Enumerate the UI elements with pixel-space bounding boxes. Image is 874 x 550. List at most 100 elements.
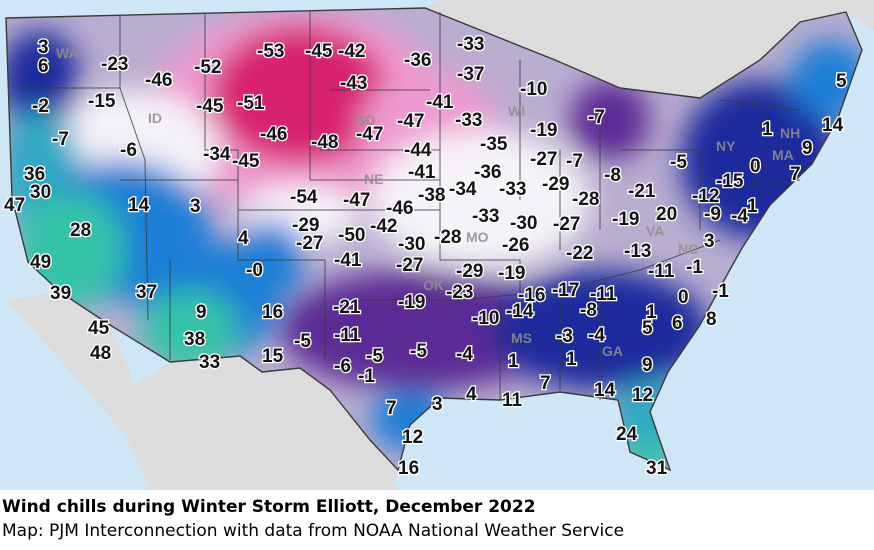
wind-chill-value: -42 — [338, 41, 365, 62]
wind-chill-value: 37 — [136, 282, 157, 303]
wind-chill-value: 6 — [672, 313, 683, 334]
wind-chill-value: -26 — [502, 235, 529, 256]
wind-chill-map: WA ID SD NE WI MO OK MS NY NH MA VA NC G… — [0, 0, 874, 490]
wind-chill-value: -29 — [292, 215, 319, 236]
state-label: VA — [646, 223, 664, 239]
wind-chill-value: -33 — [455, 110, 482, 131]
wind-chill-value: -1 — [358, 366, 375, 387]
wind-chill-value: 11 — [502, 390, 523, 411]
wind-chill-value: -5 — [366, 346, 383, 367]
wind-chill-value: 7 — [540, 373, 551, 394]
wind-chill-value: -5 — [294, 331, 311, 352]
state-label: OK — [423, 277, 444, 293]
wind-chill-value: -4 — [731, 206, 748, 227]
map-canvas: WA ID SD NE WI MO OK MS NY NH MA VA NC G… — [0, 0, 874, 490]
wind-chill-value: -45 — [232, 151, 260, 172]
wind-chill-value: 7 — [790, 164, 801, 185]
wind-chill-value: -38 — [418, 185, 445, 206]
wind-chill-value: -27 — [530, 149, 557, 170]
state-label: NE — [364, 171, 383, 187]
wind-chill-value: 9 — [196, 302, 207, 323]
wind-chill-value: -23 — [101, 54, 128, 75]
wind-chill-value: -3 — [556, 326, 573, 347]
wind-chill-value: -27 — [396, 255, 423, 276]
state-label: MS — [511, 330, 532, 346]
state-abbreviations: WA ID SD NE WI MO OK MS NY NH MA VA NC G… — [56, 45, 800, 359]
wind-chill-value: -28 — [434, 227, 461, 248]
wind-chill-value: -34 — [449, 179, 477, 200]
wind-chill-value: -33 — [472, 206, 499, 227]
wind-chill-value: -41 — [426, 92, 454, 113]
wind-chill-value: -11 — [334, 325, 361, 346]
wind-chill-value: 9 — [642, 355, 653, 376]
wind-chill-value: 31 — [646, 458, 668, 479]
wind-chill-value: 0 — [678, 287, 689, 308]
wind-chill-value: -19 — [612, 209, 639, 230]
wind-chill-value: 15 — [262, 346, 284, 367]
caption-source: Map: PJM Interconnection with data from … — [2, 521, 625, 541]
wind-chill-value: -6 — [334, 356, 351, 377]
wind-chill-value: -9 — [704, 204, 721, 225]
wind-chill-value: 1 — [646, 302, 657, 323]
wind-chill-value: -45 — [305, 41, 333, 62]
wind-chill-value: -50 — [338, 225, 365, 246]
wind-chill-value: -44 — [404, 140, 432, 161]
wind-chill-value: 20 — [656, 204, 677, 225]
wind-chill-value: 38 — [184, 329, 205, 350]
wind-chill-value: 28 — [70, 220, 91, 241]
wind-chill-value: -1 — [686, 257, 703, 278]
wind-chill-value: -15 — [716, 171, 744, 192]
us-border — [5, 7, 863, 472]
wind-chill-value: -43 — [340, 73, 367, 94]
wind-chill-value: -33 — [457, 34, 484, 55]
wind-chill-value: -42 — [370, 216, 397, 237]
wind-chill-value: -47 — [343, 190, 370, 211]
wind-chill-value: 24 — [616, 424, 638, 445]
state-label: ID — [148, 110, 162, 126]
wind-chill-value: -10 — [520, 79, 547, 100]
wind-chill-value: -1 — [712, 281, 729, 302]
wind-chill-values: 3 6 -2 -7 -23 -15 -46 -52 -53 -45 -42 -3… — [3, 33, 849, 481]
wind-chill-value: -4 — [588, 325, 605, 346]
wind-chill-value: 9 — [802, 138, 813, 159]
wind-chill-value: 12 — [402, 427, 423, 448]
state-label: MO — [466, 229, 489, 245]
wind-chill-value: 5 — [836, 71, 847, 92]
wind-chill-value: -28 — [572, 189, 599, 210]
wind-chill-value: -48 — [311, 132, 338, 153]
wind-chill-value: 5 — [642, 318, 653, 339]
wind-chill-value: 4 — [466, 384, 477, 405]
wind-chill-value: -34 — [203, 144, 231, 165]
wind-chill-value: -54 — [290, 187, 318, 208]
wind-chill-value: -8 — [604, 165, 621, 186]
canada-land — [425, 0, 874, 98]
wind-chill-value: -29 — [456, 261, 483, 282]
wind-chill-value: -46 — [386, 198, 413, 219]
wind-chill-value: -11 — [648, 261, 675, 282]
wind-chill-value: -53 — [257, 41, 284, 62]
wind-chill-value: -41 — [408, 162, 436, 183]
wind-chill-value: -47 — [397, 111, 424, 132]
wind-chill-value: -7 — [52, 129, 69, 150]
wind-chill-value: 16 — [398, 458, 419, 479]
caption-title: Wind chills during Winter Storm Elliott,… — [2, 497, 536, 517]
wind-chill-value: -23 — [446, 282, 473, 303]
wind-chill-value: 3 — [38, 37, 49, 58]
wind-chill-value: 3 — [704, 231, 715, 252]
caption-area — [0, 490, 874, 550]
wind-chill-value: 47 — [4, 195, 25, 216]
state-boundaries — [20, 12, 801, 400]
wind-chill-value: 8 — [706, 309, 717, 330]
wind-chill-value: 39 — [50, 283, 71, 304]
wind-chill-value: -7 — [566, 151, 583, 172]
wind-chill-value: -16 — [518, 285, 545, 306]
wind-chill-value: 0 — [750, 156, 761, 177]
wind-chill-value: -15 — [88, 91, 116, 112]
state-label: NH — [780, 125, 800, 141]
wind-chill-value: 1 — [747, 196, 758, 217]
state-label: NY — [716, 138, 736, 154]
wind-chill-value: -45 — [196, 96, 224, 117]
state-label: GA — [602, 343, 623, 359]
state-label: NC — [678, 241, 698, 257]
wind-chill-value: -11 — [590, 284, 617, 305]
